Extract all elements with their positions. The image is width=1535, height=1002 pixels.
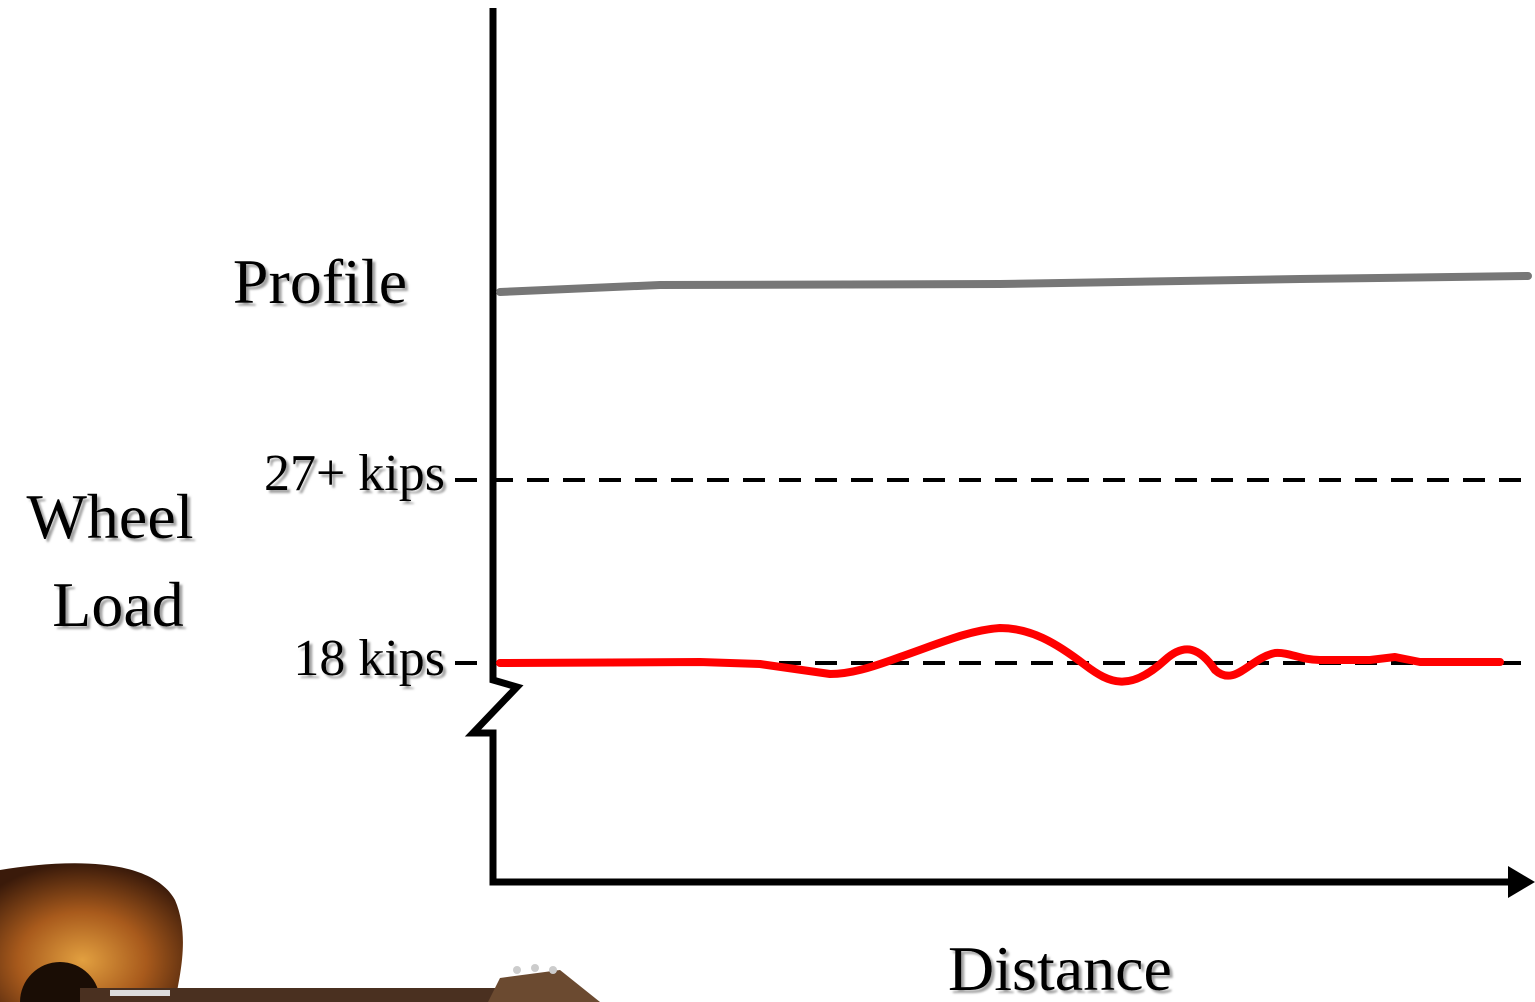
x-axis-label: Distance — [948, 933, 1172, 1002]
threshold-high-label: 27+ kips — [264, 445, 445, 502]
x-axis-arrow — [1508, 866, 1535, 898]
axes — [473, 8, 1512, 882]
y-axis-label-line: Load — [52, 569, 184, 640]
y-axis-label-line: Wheel — [27, 481, 194, 552]
threshold-low-label: 18 kips — [293, 630, 445, 687]
diagram: Profile 27+ kips 18 kips Wheel Load Dist… — [0, 0, 1535, 1002]
page: Profile 27+ kips 18 kips Wheel Load Dist… — [0, 0, 1535, 1002]
wheel-load-line — [500, 628, 1500, 682]
profile-line — [500, 276, 1528, 292]
profile-label: Profile — [233, 246, 407, 317]
